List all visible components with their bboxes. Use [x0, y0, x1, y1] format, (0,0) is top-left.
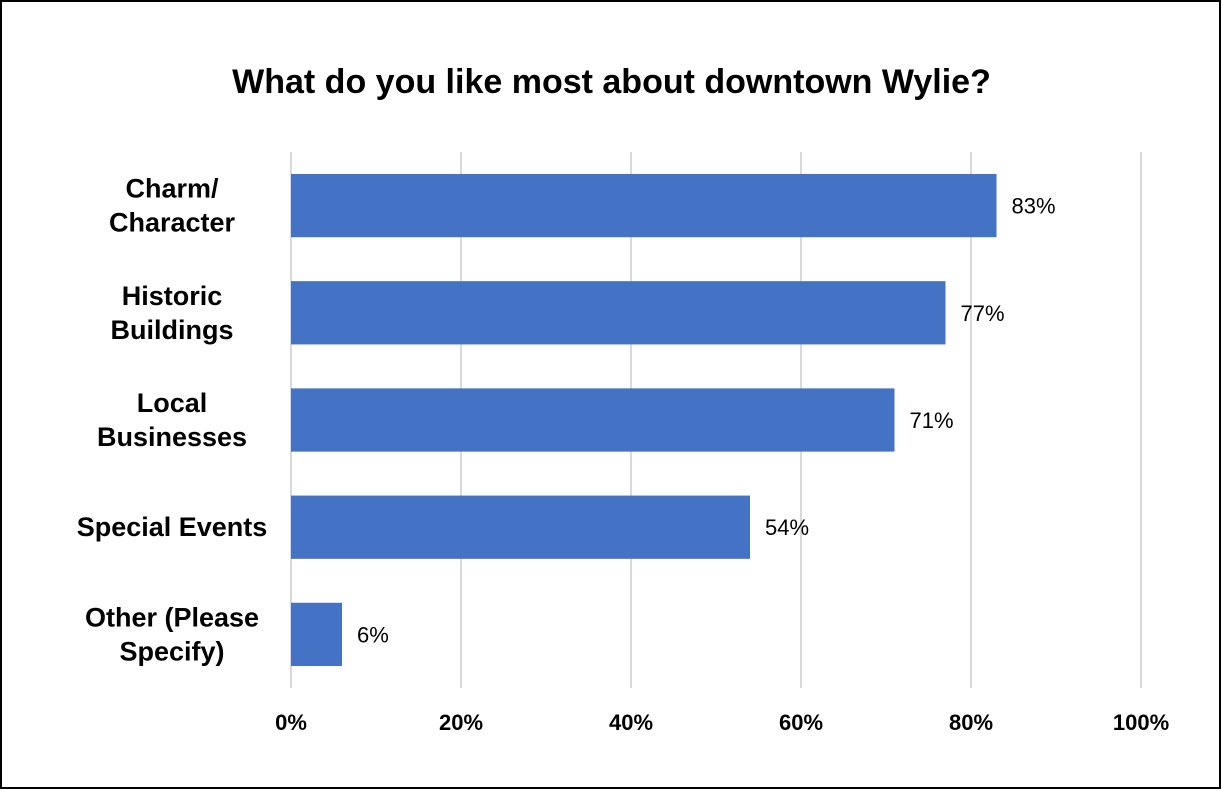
- bar: [291, 602, 342, 667]
- category-label: Local: [137, 388, 208, 418]
- chart-title: What do you like most about downtown Wyl…: [232, 63, 991, 101]
- x-tick-label: 40%: [609, 710, 653, 735]
- data-label: 6%: [357, 622, 389, 647]
- data-label: 71%: [910, 408, 954, 433]
- bar: [291, 495, 750, 559]
- bar: [291, 173, 997, 238]
- data-labels: 83% 77% 71% 54% 6%: [357, 194, 1056, 648]
- x-tick-label: 60%: [779, 710, 823, 735]
- data-label: 83%: [1012, 194, 1056, 219]
- category-labels: Charm/Character Historic Buildings Local Bus…: [77, 174, 268, 667]
- category-label: Character: [109, 208, 236, 238]
- category-label: Specify): [119, 636, 224, 666]
- category-label: Charm/: [125, 174, 219, 204]
- bar: [291, 281, 946, 345]
- category-label: Buildings: [111, 315, 234, 345]
- bar: [291, 388, 895, 452]
- category-label: Historic: [122, 281, 223, 311]
- category-label: Special Events: [77, 512, 268, 542]
- x-tick-label: 0%: [275, 710, 307, 735]
- data-label: 77%: [961, 301, 1005, 326]
- x-tick-label: 100%: [1113, 710, 1169, 735]
- x-tick-labels: 0% 20% 40% 60% 80% 100%: [275, 710, 1169, 735]
- category-label: Businesses: [97, 422, 247, 452]
- bars: [291, 173, 997, 667]
- x-tick-label: 20%: [439, 710, 483, 735]
- x-tick-label: 80%: [949, 710, 993, 735]
- category-label: Other (Please: [85, 602, 259, 632]
- data-label: 54%: [765, 515, 809, 540]
